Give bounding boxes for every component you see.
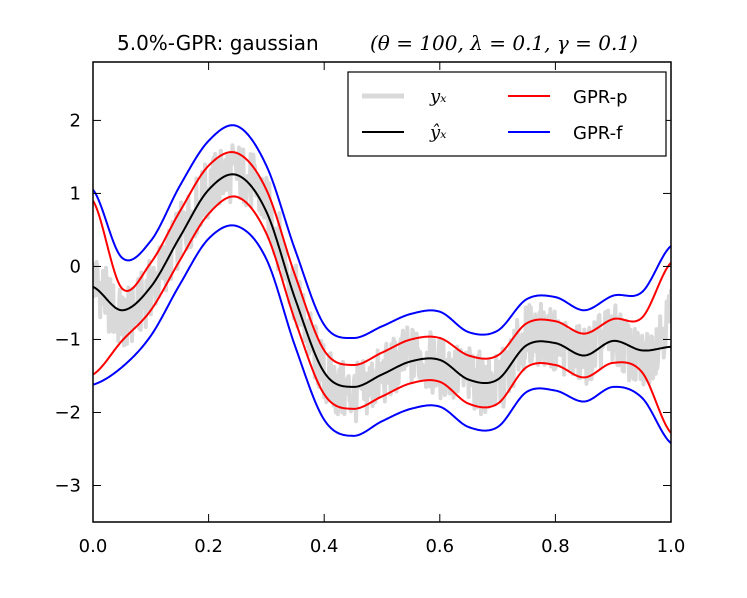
legend-label-gpr-f: GPR-f (573, 123, 623, 144)
series-layer (93, 124, 671, 444)
legend: yₓ ŷₓ GPR-p GPR-f (347, 71, 667, 157)
plot-title: 5.0%-GPR: gaussian (θ = 100, λ = 0.1, γ … (117, 31, 638, 55)
series-line-y_hat (93, 173, 671, 388)
legend-label-gpr-p: GPR-p (573, 87, 628, 108)
series-line-GPR-p-lower (93, 195, 671, 434)
y-tick-label: 0 (70, 256, 81, 277)
series-line-y_x (93, 143, 671, 424)
title-text: 5.0%-GPR: gaussian (117, 31, 319, 55)
y-tick-label: −1 (54, 329, 81, 350)
series-line-GPR-f-lower (93, 224, 671, 444)
x-tick-label: 0.4 (310, 536, 339, 557)
y-tick-label: −2 (54, 402, 81, 423)
y-tick-label: −3 (54, 475, 81, 496)
title-params: (θ = 100, λ = 0.1, γ = 0.1) (370, 31, 638, 55)
axes-frame (92, 61, 672, 523)
axis-ticks: 0.0 0.2 0.4 0.6 0.8 1.0 −3 −2 −1 0 1 2 (54, 62, 685, 557)
y-tick-label: 2 (70, 110, 81, 131)
series-line-GPR-f-upper (93, 124, 671, 339)
legend-label-y_x: yₓ (429, 86, 447, 107)
y-tick-label: 1 (70, 183, 81, 204)
series-line-GPR-p-upper (93, 151, 671, 367)
legend-box (347, 71, 667, 157)
x-tick-label: 0.6 (425, 536, 454, 557)
x-tick-label: 0.8 (541, 536, 570, 557)
x-tick-label: 0.2 (194, 536, 223, 557)
legend-label-y_hat: ŷₓ (429, 122, 447, 143)
x-tick-label: 0.0 (79, 536, 108, 557)
x-tick-label: 1.0 (657, 536, 686, 557)
